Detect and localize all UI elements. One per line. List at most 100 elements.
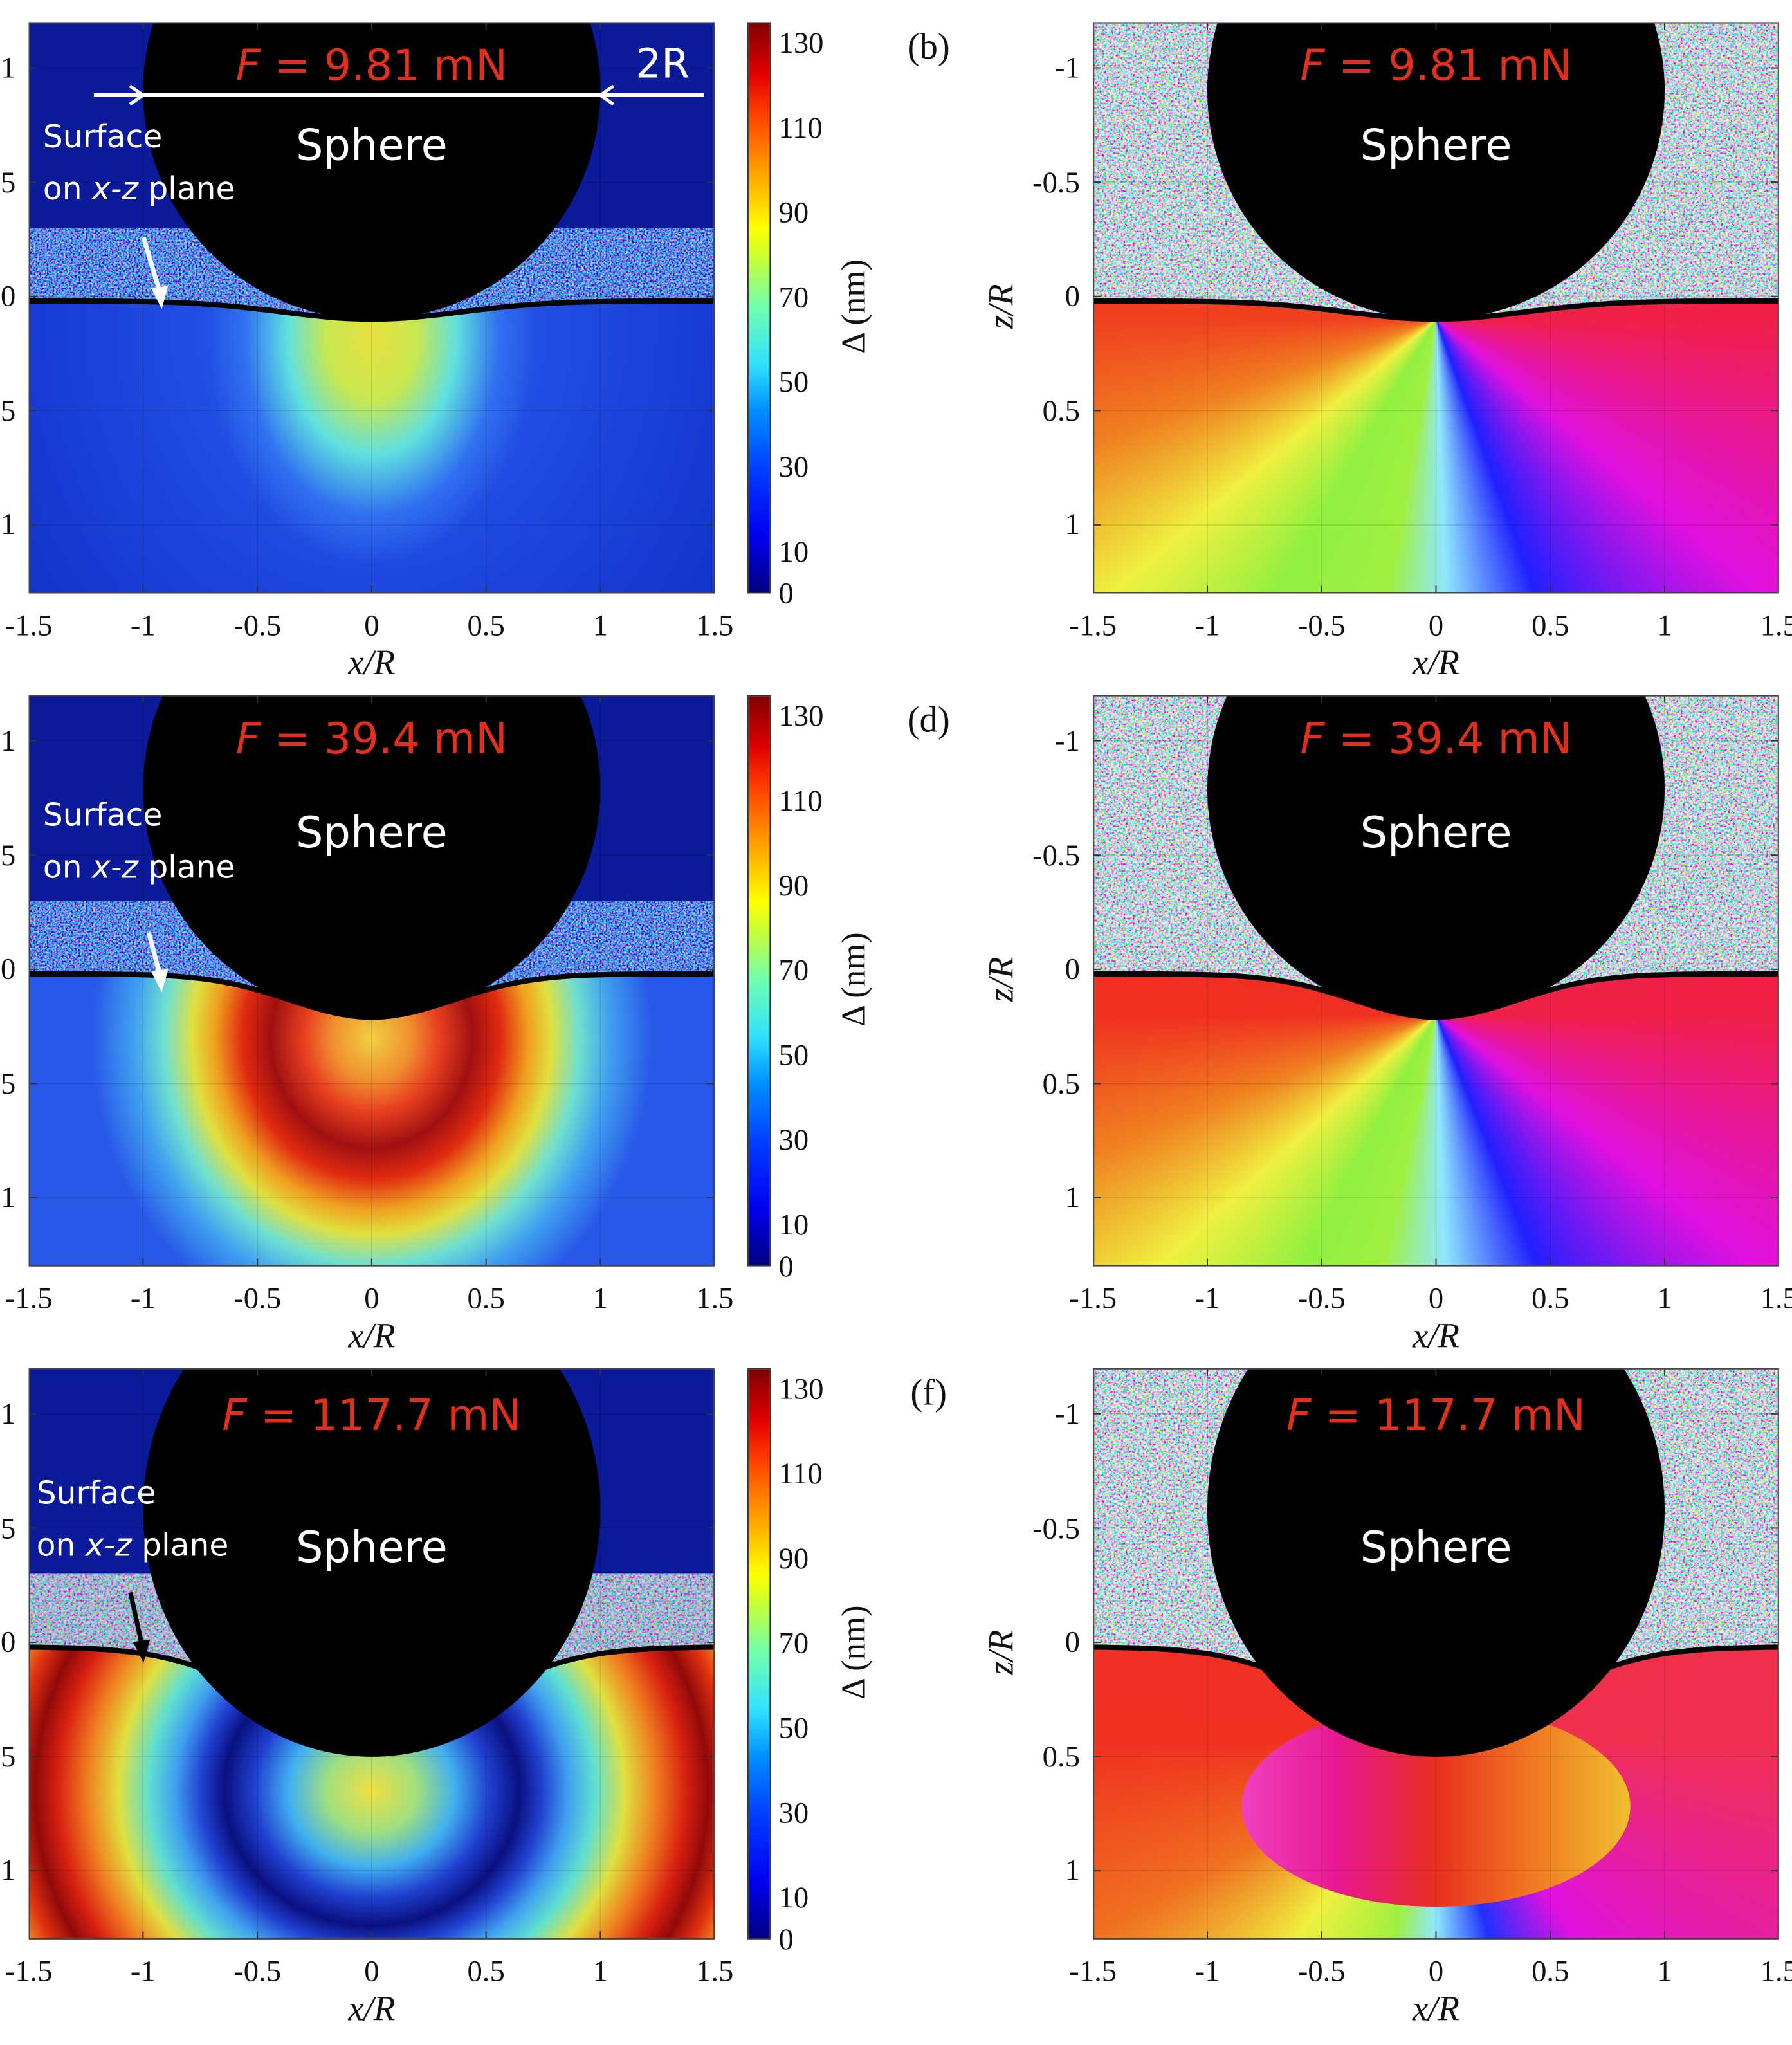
y-tick-label: 0.5 bbox=[0, 1067, 16, 1100]
y-tick-label: 0 bbox=[1, 280, 16, 313]
x-axis-label: x/R bbox=[348, 1988, 396, 2028]
x-tick-label: 1.5 bbox=[696, 1281, 734, 1315]
surface-label-line2: on x-z plane bbox=[43, 174, 235, 205]
x-tick-label: -0.5 bbox=[1297, 609, 1346, 642]
x-tick-label: 0 bbox=[364, 1955, 379, 1988]
force-label: F = 117.7 mN bbox=[1286, 1393, 1586, 1436]
sphere-label: Sphere bbox=[1360, 119, 1512, 170]
force-symbol: F bbox=[222, 1389, 247, 1441]
force-label: F = 117.7 mN bbox=[222, 1393, 521, 1436]
x-tick-label: 1.5 bbox=[696, 609, 734, 642]
force-label: F = 9.81 mN bbox=[236, 44, 508, 87]
y-axis-label: z/R bbox=[981, 1630, 1021, 1676]
heatmap-panel: F = 117.7 mN Sphere bbox=[1093, 1368, 1779, 1940]
heatmap-overlay bbox=[1093, 1368, 1779, 1940]
y-tick-label: -1 bbox=[1055, 51, 1080, 84]
y-tick-label: 0 bbox=[1, 953, 16, 986]
surface-label-line2: on x-z plane bbox=[43, 852, 235, 883]
heatmap-overlay bbox=[28, 1368, 715, 1940]
x-tick-label: 0.5 bbox=[1531, 1281, 1569, 1315]
colorbar-tick-label: 70 bbox=[778, 953, 809, 987]
sphere-label: Sphere bbox=[296, 1521, 448, 1573]
colorbar-tick-label: 50 bbox=[778, 1038, 809, 1072]
y-tick-label: -0.5 bbox=[0, 165, 16, 199]
surface-label-var: x-z bbox=[85, 1527, 132, 1564]
x-axis-label: x/R bbox=[1413, 1316, 1459, 1355]
x-tick-label: 1.5 bbox=[1760, 609, 1792, 642]
x-tick-label: -1 bbox=[1194, 1281, 1220, 1315]
arrowhead-left-icon bbox=[597, 84, 615, 106]
force-label: F = 39.4 mN bbox=[1300, 717, 1572, 760]
sphere-label: Sphere bbox=[1360, 1521, 1512, 1573]
colorbar-tick-label: 90 bbox=[778, 869, 809, 902]
colorbar-label: Δ (nm) bbox=[834, 932, 873, 1027]
colorbar-tick-label: 0 bbox=[778, 1250, 794, 1283]
colorbar bbox=[747, 695, 771, 1267]
heatmap-overlay bbox=[1093, 22, 1779, 594]
x-tick-label: 1 bbox=[1657, 1955, 1672, 1988]
sphere bbox=[143, 1368, 601, 1757]
y-tick-label: 0 bbox=[1065, 1626, 1080, 1659]
colorbar bbox=[747, 22, 771, 594]
x-tick-label: -1.5 bbox=[5, 609, 53, 642]
x-tick-label: 1.5 bbox=[1760, 1955, 1792, 1988]
x-tick-label: 0.5 bbox=[467, 1281, 505, 1315]
y-tick-label: 0 bbox=[1, 1626, 16, 1659]
sphere bbox=[143, 695, 601, 1018]
x-tick-label: -1.5 bbox=[1069, 609, 1117, 642]
x-tick-label: -1.5 bbox=[1069, 1281, 1117, 1315]
x-axis-label: x/R bbox=[1413, 1988, 1459, 2028]
colorbar-tick-label: 130 bbox=[778, 1373, 824, 1406]
colorbar-label: Δ (nm) bbox=[834, 259, 873, 354]
heatmap-panel: F = 39.4 mN Sphere bbox=[1093, 695, 1779, 1267]
y-tick-label: 1 bbox=[1, 1181, 16, 1215]
x-tick-label: -1.5 bbox=[1069, 1955, 1117, 1988]
x-tick-label: -0.5 bbox=[233, 609, 282, 642]
x-tick-label: 0 bbox=[364, 609, 379, 642]
colorbar-tick-label: 10 bbox=[778, 1207, 809, 1241]
x-tick-label: -1.5 bbox=[5, 1281, 53, 1315]
y-tick-label: 1 bbox=[1065, 508, 1080, 542]
x-tick-label: 1.5 bbox=[1760, 1281, 1792, 1315]
x-tick-label: 0 bbox=[1428, 1955, 1444, 1988]
x-axis-label: x/R bbox=[348, 1316, 396, 1355]
y-tick-label: -1 bbox=[0, 724, 16, 757]
x-tick-label: -0.5 bbox=[233, 1955, 282, 1988]
surface-label-line1: Surface bbox=[42, 796, 163, 834]
sphere bbox=[1207, 1368, 1665, 1757]
colorbar-tick-label: 130 bbox=[778, 700, 824, 733]
y-tick-label: 0.5 bbox=[0, 1740, 16, 1773]
x-tick-label: 1 bbox=[1657, 609, 1672, 642]
x-tick-label: -1.5 bbox=[5, 1955, 53, 1988]
surface-label-post: plane bbox=[138, 170, 235, 208]
surface-label-post: plane bbox=[131, 1527, 229, 1564]
force-symbol: F bbox=[235, 712, 261, 764]
y-tick-label: -0.5 bbox=[0, 1512, 16, 1545]
surface-label-pre: on bbox=[36, 1527, 86, 1564]
colorbar bbox=[747, 1368, 771, 1940]
x-tick-label: 0 bbox=[1428, 609, 1444, 642]
x-tick-label: 0 bbox=[1428, 1281, 1444, 1315]
panel-label: (d) bbox=[907, 700, 950, 741]
x-tick-label: 0.5 bbox=[1531, 1955, 1569, 1988]
colorbar-tick-label: 110 bbox=[778, 784, 823, 818]
pointer-arrow-head bbox=[151, 969, 169, 993]
y-tick-label: 1 bbox=[1, 508, 16, 542]
surface-label-line1: Surface bbox=[36, 1474, 156, 1512]
x-tick-label: 0 bbox=[364, 1281, 379, 1315]
surface-label-pre: on bbox=[42, 170, 93, 208]
y-tick-label: 0 bbox=[1065, 280, 1080, 313]
heatmap-overlay bbox=[28, 695, 715, 1267]
heatmap-panel: 2R F = 9.81 mN Sphere Surface on x-z plane bbox=[28, 22, 715, 594]
y-tick-label: -0.5 bbox=[0, 838, 16, 872]
y-tick-label: 1 bbox=[1065, 1181, 1080, 1215]
colorbar-tick-label: 110 bbox=[778, 1457, 823, 1490]
x-tick-label: -1 bbox=[130, 609, 156, 642]
x-tick-label: 0.5 bbox=[1531, 609, 1569, 642]
colorbar-tick-label: 10 bbox=[778, 535, 809, 568]
colorbar-tick-label: 30 bbox=[778, 450, 809, 483]
y-tick-label: 0.5 bbox=[1042, 394, 1080, 427]
y-axis-label: z/R bbox=[981, 284, 1021, 329]
colorbar-tick-label: 130 bbox=[778, 27, 824, 60]
y-axis-label: z/R bbox=[981, 957, 1021, 1003]
